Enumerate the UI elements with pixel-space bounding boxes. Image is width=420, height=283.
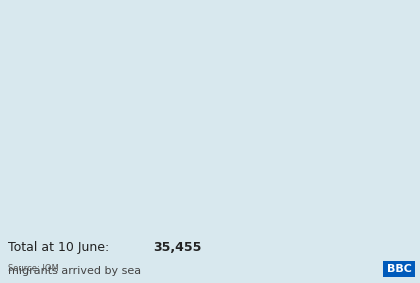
Text: 35,455: 35,455 [153, 241, 202, 254]
Text: Total at 10 June:: Total at 10 June: [8, 241, 114, 254]
Text: BBC: BBC [387, 264, 412, 274]
Text: migrants arrived by sea: migrants arrived by sea [8, 266, 142, 276]
Text: Source: IOM: Source: IOM [8, 264, 59, 273]
